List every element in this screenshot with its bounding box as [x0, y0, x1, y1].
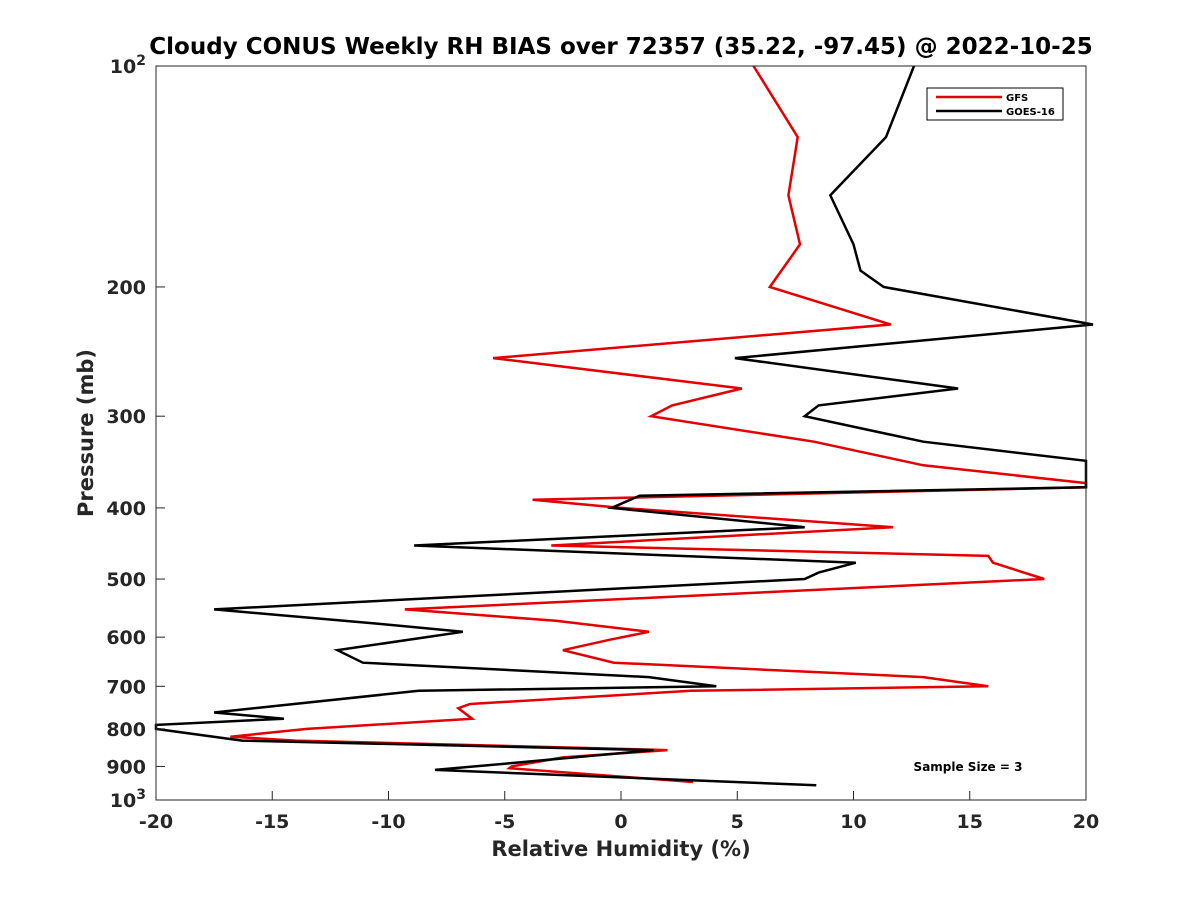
x-tick-label: -20 [139, 811, 173, 833]
x-tick-label: 15 [957, 811, 983, 833]
y-axis: 102 200 300 400 500 600 700 800 900 103 [106, 53, 165, 812]
y-tick-label: 300 [106, 406, 146, 428]
y-tick-label: 102 [110, 53, 146, 78]
y-tick-label: 800 [106, 719, 146, 741]
y-axis-title: Pressure (mb) [74, 349, 98, 517]
plot-frame [155, 65, 1087, 801]
y-tick-label: 500 [106, 569, 146, 591]
x-tick-label: -5 [494, 811, 515, 833]
y-tick-label: 400 [106, 498, 146, 520]
y-tick-label: 700 [106, 676, 146, 698]
sample-size-annotation: Sample Size = 3 [914, 760, 1023, 774]
y-tick-label: 103 [110, 787, 146, 812]
x-axis-title: Relative Humidity (%) [491, 837, 750, 861]
legend: GFS GOES-16 [926, 87, 1064, 121]
x-axis: -20 -15 -10 -5 0 5 10 15 20 [139, 791, 1099, 833]
series-line-goes16 [154, 65, 1094, 787]
chart-title: Cloudy CONUS Weekly RH BIAS over 72357 (… [149, 34, 1092, 60]
series-layer [154, 65, 1094, 787]
x-tick-label: -15 [255, 811, 289, 833]
x-tick-label: 5 [731, 811, 744, 833]
y-tick-label: 900 [106, 756, 146, 778]
legend-box [926, 87, 1064, 121]
legend-label-goes16: GOES-16 [1006, 107, 1055, 118]
y-tick-label: 600 [106, 627, 146, 649]
x-tick-label: 20 [1073, 811, 1099, 833]
x-tick-label: 0 [614, 811, 627, 833]
series-line-gfs [230, 65, 1088, 784]
y-tick-label: 200 [106, 277, 146, 299]
x-tick-label: -10 [371, 811, 405, 833]
x-tick-label: 10 [840, 811, 866, 833]
legend-label-gfs: GFS [1006, 93, 1028, 104]
